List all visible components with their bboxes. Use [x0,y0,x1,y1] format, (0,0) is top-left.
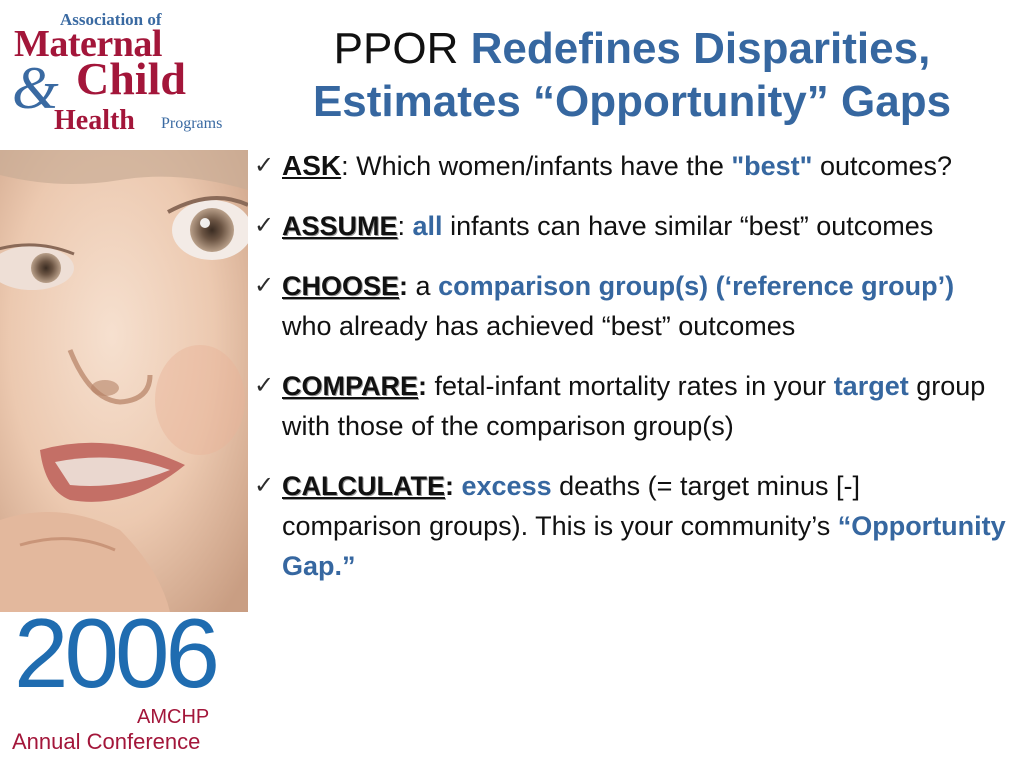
bullet-keyword: CHOOSE [282,271,400,301]
bullet-sep: : [341,151,357,181]
conference-badge [0,612,248,768]
bullet-ask: ✓ ASK: Which women/infants have the "bes… [254,146,1006,186]
checkmark-icon: ✓ [254,212,275,239]
bullet-sep: : [399,271,409,301]
title-emphasis-line1: Redefines Disparities, [470,24,931,73]
bullet-assume: ✓ ASSUME: all infants can have similar “… [254,206,1006,246]
logo-health-text: Health [54,105,135,136]
bullet-highlight: comparison group(s) (‘reference group’) [438,271,955,301]
title-emphasis-line2: Estimates “Opportunity” Gaps [312,77,952,126]
bullet-list: ✓ ASK: Which women/infants have the "bes… [254,146,1006,606]
bullet-sep: : [444,471,454,501]
conference-event: Annual Conference [12,729,201,754]
bullet-keyword: COMPARE [282,371,419,401]
bullet-text: who already has achieved “best” outcomes [282,311,796,341]
bullet-highlight: “Opportunity Gap.” [282,511,1006,581]
title-prefix: PPOR [333,24,471,73]
logo-association-text: Association of [60,10,162,29]
infant-face-image [0,150,248,612]
bullet-text: deaths (= target minus [-] comparison gr… [282,471,860,541]
logo-child-text: Child [76,53,186,104]
checkmark-icon: ✓ [254,372,275,399]
bullet-calculate: ✓ CALCULATE: excess deaths (= target min… [254,466,1006,586]
bullet-highlight: "best" [731,151,813,181]
bullet-text: outcomes? [812,151,953,181]
logo-maternal-text: Maternal [14,23,162,65]
conference-org: AMCHP [137,706,210,728]
logo-ampersand: & [12,55,59,121]
bullet-choose: ✓ CHOOSE: a comparison group(s) (‘refere… [254,266,1006,346]
bullet-compare: ✓ COMPARE: fetal-infant mortality rates … [254,366,1006,446]
bullet-highlight: all [412,211,443,241]
bullet-highlight: target [833,371,909,401]
bullet-keyword: ASK [282,150,342,181]
bullet-sep: : [418,371,428,401]
bullet-highlight: excess [461,471,552,501]
checkmark-icon: ✓ [254,272,275,299]
checkmark-icon: ✓ [254,152,275,179]
bullet-text: infants can have similar “best” outcomes [442,211,934,241]
bullet-text: fetal-infant mortality rates in your [427,371,834,401]
bullet-text: Which women/infants have the [356,151,732,181]
checkmark-icon: ✓ [254,472,275,499]
amchp-logo: Association of Maternal & Child Health P… [0,0,248,150]
bullet-keyword: ASSUME [282,211,398,241]
slide-title: PPOR Redefines Disparities, Estimates “O… [250,22,1014,128]
conference-year: 2006 [14,598,220,708]
bullet-text: group with those of the comparison group… [282,371,986,441]
left-column: Association of Maternal & Child Health P… [0,0,248,768]
bullet-keyword: CALCULATE [282,471,445,501]
bullet-text [454,471,462,501]
bullet-text: a [408,271,439,301]
logo-programs-text: Programs [161,115,223,132]
bullet-sep: : [397,211,413,241]
infant-photo [0,150,248,612]
